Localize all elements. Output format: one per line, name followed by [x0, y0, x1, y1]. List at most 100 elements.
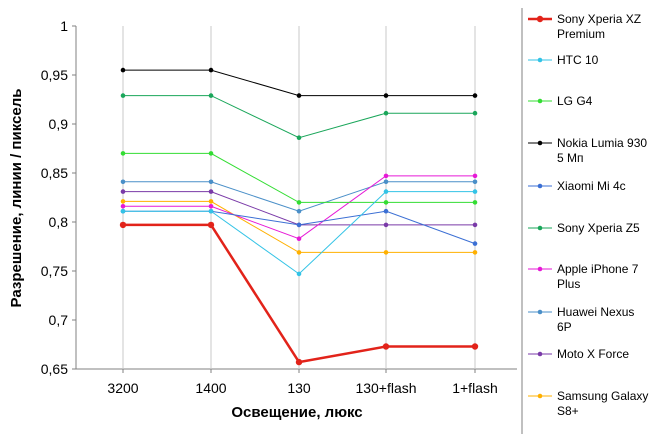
data-point — [120, 204, 126, 209]
y-tick-labels: 0,65 0,7 0,75 0,8 0,85 0,9 0,95 1 — [41, 18, 76, 377]
x-tick-label: 130 — [287, 380, 311, 396]
legend-swatch-marker — [537, 225, 543, 231]
legend-swatch-marker — [537, 183, 543, 189]
legend-label: Premium — [557, 27, 605, 41]
x-axis-title: Освещение, люкс — [231, 404, 362, 421]
legend-swatch-marker — [537, 57, 543, 63]
y-tick-label: 0,9 — [49, 116, 69, 132]
data-point — [120, 199, 126, 204]
data-point — [208, 199, 214, 204]
legend-label: 6P — [557, 320, 572, 334]
data-point — [120, 189, 126, 194]
y-tick-label: 0,7 — [49, 312, 69, 328]
x-tick-labels: 3200 1400 130 130+flash 1+flash — [107, 369, 498, 396]
legend-label: Sony Xperia Z5 — [557, 221, 640, 235]
data-point — [208, 67, 214, 73]
data-point — [472, 110, 478, 116]
data-point — [208, 189, 214, 194]
y-tick-label: 0,8 — [49, 214, 69, 230]
x-tick-label: 3200 — [107, 380, 138, 396]
legend-label: S8+ — [557, 404, 579, 418]
legend-swatch-marker — [537, 266, 543, 272]
data-point — [383, 189, 389, 194]
legend-item-5: Sony Xperia Z5 — [528, 221, 640, 235]
legend-label: LG G4 — [557, 94, 593, 108]
data-point — [296, 200, 302, 205]
legend-swatch-marker — [537, 98, 543, 104]
data-point — [295, 358, 303, 366]
data-point — [383, 250, 389, 255]
data-point — [120, 151, 126, 156]
legend-label: 5 Мп — [557, 151, 584, 165]
legend-item-4: Xiaomi Mi 4c — [528, 179, 626, 193]
x-tick-label: 130+flash — [355, 380, 416, 396]
data-point — [296, 222, 302, 228]
y-tick-label: 0,95 — [41, 67, 68, 83]
legend-swatch-marker — [536, 15, 544, 23]
data-point — [208, 151, 214, 156]
data-point — [472, 179, 478, 185]
data-point — [208, 93, 214, 98]
series-points — [119, 67, 479, 366]
plot-area: 0,65 0,7 0,75 0,8 0,85 0,9 0,95 1 3200 1400 130 13… — [41, 18, 517, 396]
data-point — [296, 135, 302, 140]
legend-label: Plus — [557, 277, 580, 291]
data-point — [383, 200, 389, 205]
data-point — [383, 208, 389, 214]
legend-swatch-marker — [537, 393, 543, 399]
data-point — [383, 222, 389, 228]
data-point — [296, 236, 302, 241]
data-point — [120, 93, 126, 98]
data-point — [472, 241, 478, 246]
x-tick-label: 1+flash — [452, 380, 498, 396]
data-point — [208, 208, 214, 214]
legend-label: Nokia Lumia 930 — [557, 136, 647, 150]
legend-swatch-marker — [537, 309, 543, 315]
legend-label: Sony Xperia XZ — [557, 12, 641, 26]
data-point — [472, 93, 478, 98]
legend-label: Moto X Force — [557, 347, 629, 361]
legend-item-8: Moto X Force — [528, 347, 629, 361]
legend-item-1: HTC 10 — [528, 53, 599, 67]
data-point — [471, 343, 479, 350]
legend-label: Samsung Galaxy — [557, 389, 648, 403]
data-point — [383, 173, 389, 179]
y-tick-label: 0,65 — [41, 361, 68, 377]
legend-label: Xiaomi Mi 4c — [557, 179, 626, 193]
y-tick-label: 1 — [60, 18, 68, 34]
legend-swatch-marker — [537, 140, 543, 146]
data-point — [120, 179, 126, 185]
data-point — [383, 110, 389, 116]
data-point — [383, 93, 389, 98]
legend-swatch-marker — [537, 351, 543, 357]
data-point — [296, 271, 302, 277]
vertical-gridlines — [122, 26, 476, 369]
y-axis-title: Разрешение, линии / пиксель — [8, 89, 25, 308]
legend-label: HTC 10 — [557, 53, 599, 67]
data-point — [119, 221, 127, 229]
y-tick-label: 0,85 — [41, 165, 68, 181]
data-point — [120, 67, 126, 73]
data-point — [472, 173, 478, 179]
y-tick-label: 0,75 — [41, 263, 68, 279]
data-point — [208, 179, 214, 185]
data-point — [472, 250, 478, 255]
legend-label: Apple iPhone 7 — [557, 262, 639, 276]
legend-label: Huawei Nexus — [557, 305, 634, 319]
legend-item-2: LG G4 — [528, 94, 593, 108]
data-point — [382, 343, 390, 350]
x-tick-label: 1400 — [195, 380, 226, 396]
data-point — [472, 222, 478, 228]
data-point — [207, 221, 215, 229]
data-point — [472, 200, 478, 205]
data-point — [296, 208, 302, 214]
data-point — [296, 250, 302, 255]
data-point — [383, 179, 389, 185]
